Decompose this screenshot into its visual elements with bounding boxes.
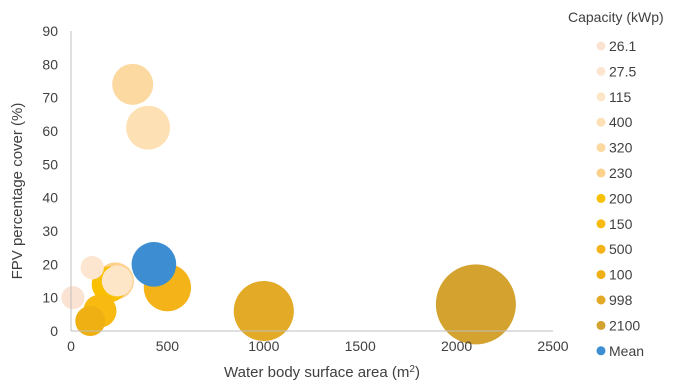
legend-label-200: 200 [609, 190, 633, 206]
y-tick-label: 10 [42, 290, 58, 306]
x-axis-title-main: Water body surface area (m [224, 364, 409, 381]
legend-marker-100 [596, 270, 606, 280]
y-tick-label: 30 [42, 223, 58, 239]
y-tick-label: 70 [42, 90, 58, 106]
legend-label-150: 150 [609, 216, 633, 232]
bubbles-layer [61, 63, 516, 345]
x-tick-label: 1500 [345, 338, 376, 354]
x-tick-label: 2500 [537, 338, 568, 354]
legend-label-27.5: 27.5 [609, 63, 636, 79]
legend-marker-150 [596, 219, 606, 229]
x-tick-labels: 0 500 1000 1500 2000 2500 [67, 338, 569, 354]
legend-marker-26.1 [596, 41, 606, 51]
y-tick-label: 50 [42, 156, 58, 172]
bubble-100 [75, 306, 106, 336]
x-tick-label: 0 [67, 338, 75, 354]
bubble-27.5 [80, 256, 104, 280]
y-axis-title: FPV percentage cover (%) [9, 103, 26, 280]
legend-label-26.1: 26.1 [609, 38, 636, 54]
x-tick-label: 1000 [248, 338, 279, 354]
legend-label-400: 400 [609, 114, 633, 130]
x-axis-title-suffix: ) [415, 364, 420, 381]
legend: Capacity (kWp) 26.1 27.5 115 400 320 230 200 15… [568, 9, 664, 359]
legend-marker-400 [596, 117, 606, 127]
legend-marker-200 [596, 193, 606, 203]
y-tick-label: 90 [42, 23, 58, 39]
legend-label-230: 230 [609, 165, 633, 181]
bubble-26.1 [61, 286, 85, 310]
legend-marker-115 [596, 92, 606, 102]
legend-label-100: 100 [609, 267, 633, 283]
legend-marker-mean [596, 346, 606, 356]
y-tick-label: 40 [42, 190, 58, 206]
x-tick-label: 500 [156, 338, 180, 354]
legend-title: Capacity (kWp) [568, 9, 664, 25]
bubble-320 [112, 63, 154, 105]
legend-marker-2100 [596, 320, 606, 330]
bubble-mean [131, 242, 177, 287]
legend-marker-27.5 [596, 66, 606, 76]
legend-marker-998 [596, 295, 606, 305]
legend-label-500: 500 [609, 241, 633, 257]
bubble-998 [233, 280, 294, 342]
legend-label-115: 115 [609, 89, 632, 105]
legend-marker-230 [596, 168, 606, 178]
axes-layer [70, 31, 553, 332]
y-tick-label: 60 [42, 123, 58, 139]
x-tick-label: 2000 [441, 338, 472, 354]
legend-marker-320 [596, 143, 606, 153]
y-tick-label: 20 [42, 256, 58, 272]
legend-label-998: 998 [609, 292, 633, 308]
legend-label-320: 320 [609, 140, 633, 156]
y-tick-label: 0 [50, 323, 58, 339]
bubble-2100 [435, 264, 516, 345]
legend-label-mean: Mean [609, 343, 644, 359]
x-axis-title-superscript: 2 [409, 364, 415, 375]
x-axis-title: Water body surface area (m2) [224, 364, 420, 382]
y-tick-labels: 0 10 20 30 40 50 60 70 80 90 [42, 23, 58, 339]
bubble-115 [101, 265, 133, 297]
legend-items: 26.1 27.5 115 400 320 230 200 150 500 100 998 2100 M… [596, 38, 644, 359]
bubble-400 [126, 105, 171, 150]
legend-label-2100: 2100 [609, 317, 640, 333]
legend-marker-500 [596, 244, 606, 254]
y-tick-label: 80 [42, 56, 58, 72]
